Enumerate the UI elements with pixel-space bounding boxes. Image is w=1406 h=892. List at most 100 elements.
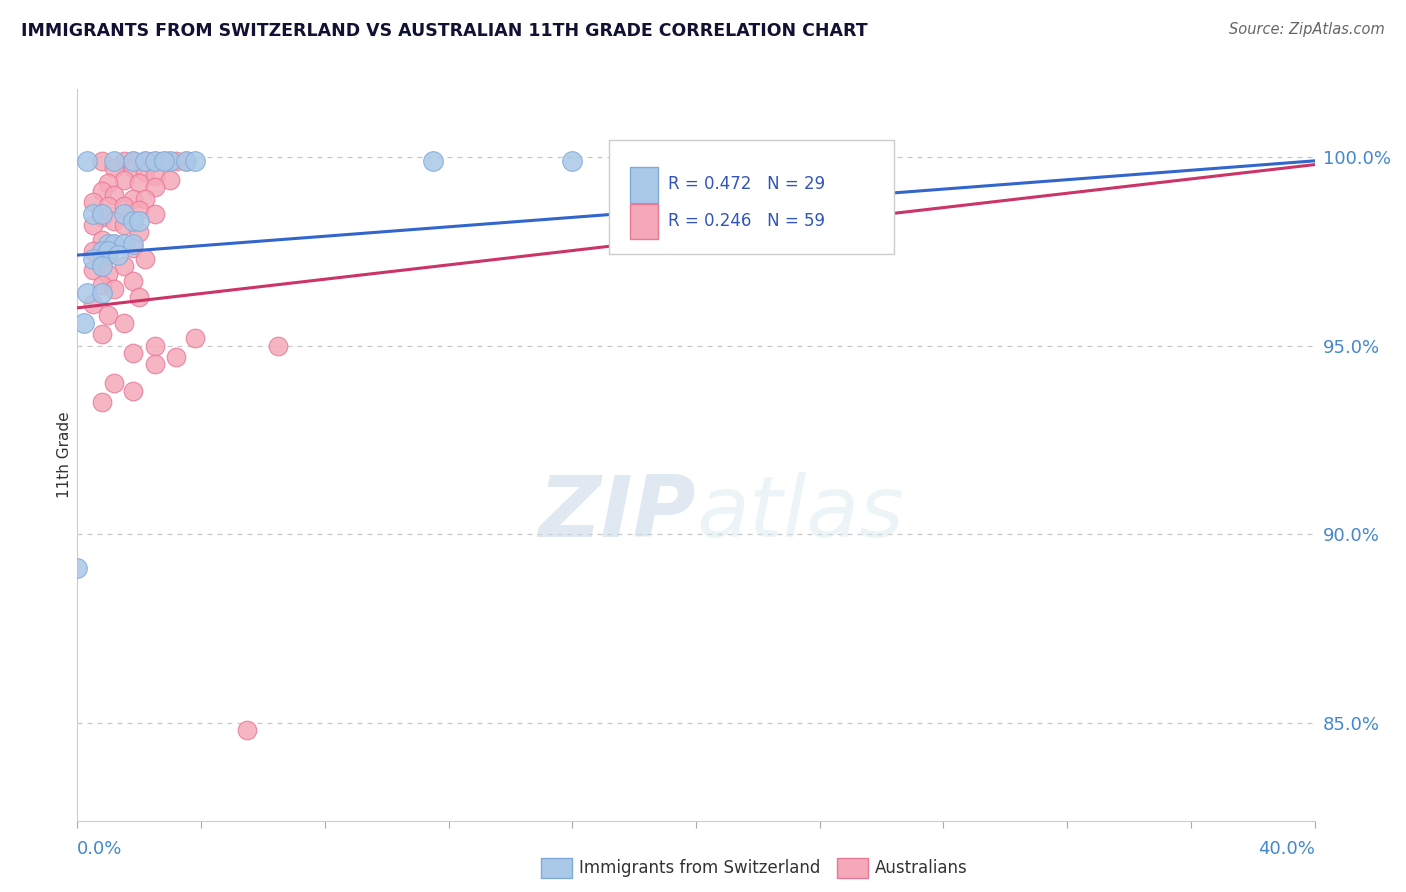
Point [97, 267, 120, 281]
Point [103, 187, 125, 202]
Point [236, 723, 259, 738]
Point [267, 338, 290, 352]
Point [112, 199, 135, 213]
Point [134, 165, 156, 179]
Text: IMMIGRANTS FROM SWITZERLAND VS AUSTRALIAN 11TH GRADE CORRELATION CHART: IMMIGRANTS FROM SWITZERLAND VS AUSTRALIA… [21, 22, 868, 40]
Point [103, 236, 125, 251]
Text: ZIP: ZIP [538, 472, 696, 555]
Point [165, 153, 187, 168]
Point [174, 153, 197, 168]
Point [91, 255, 114, 269]
Point [122, 236, 145, 251]
Point [122, 275, 145, 289]
FancyBboxPatch shape [630, 204, 658, 239]
Point [91, 327, 114, 342]
Point [112, 153, 135, 168]
Point [143, 358, 166, 372]
Point [91, 244, 114, 259]
Point [91, 184, 114, 198]
Point [91, 278, 114, 293]
Point [128, 202, 150, 217]
Point [97, 244, 120, 259]
Point [153, 153, 176, 168]
Text: Immigrants from Switzerland: Immigrants from Switzerland [579, 859, 821, 877]
Point [112, 316, 135, 330]
Text: 0.0%: 0.0% [77, 840, 122, 858]
Point [122, 346, 145, 360]
Point [103, 214, 125, 228]
Point [184, 331, 207, 345]
Point [143, 180, 166, 194]
Point [143, 206, 166, 220]
Point [184, 153, 207, 168]
Point [422, 153, 444, 168]
Point [76, 153, 98, 168]
Point [143, 153, 166, 168]
Point [174, 153, 197, 168]
Point [122, 241, 145, 255]
Point [82, 244, 104, 259]
Point [103, 376, 125, 391]
Point [91, 206, 114, 220]
Text: Australians: Australians [875, 859, 967, 877]
Point [134, 153, 156, 168]
Point [82, 195, 104, 210]
Point [91, 285, 114, 300]
Point [128, 177, 150, 191]
Point [82, 206, 104, 220]
Point [82, 218, 104, 232]
Text: R = 0.246   N = 59: R = 0.246 N = 59 [668, 212, 824, 230]
Point [82, 297, 104, 311]
Point [122, 153, 145, 168]
Point [91, 211, 114, 225]
Point [143, 338, 166, 352]
Point [97, 199, 120, 213]
Point [97, 236, 120, 251]
Point [165, 350, 187, 364]
Point [91, 395, 114, 409]
Point [91, 153, 114, 168]
Point [134, 153, 156, 168]
Text: atlas: atlas [696, 472, 904, 555]
Point [82, 252, 104, 266]
Point [97, 248, 120, 262]
Point [134, 192, 156, 206]
FancyBboxPatch shape [609, 140, 894, 253]
Point [112, 260, 135, 274]
Point [134, 252, 156, 266]
Text: R = 0.472   N = 29: R = 0.472 N = 29 [668, 176, 825, 194]
Point [143, 169, 166, 183]
Point [112, 218, 135, 232]
Point [103, 236, 125, 251]
FancyBboxPatch shape [630, 168, 658, 202]
Point [91, 260, 114, 274]
Point [128, 289, 150, 303]
Point [561, 153, 583, 168]
Point [112, 206, 135, 220]
Point [122, 161, 145, 176]
Point [128, 226, 150, 240]
Point [72, 316, 94, 330]
Y-axis label: 11th Grade: 11th Grade [56, 411, 72, 499]
Point [97, 177, 120, 191]
Point [107, 248, 129, 262]
Point [128, 214, 150, 228]
Text: 40.0%: 40.0% [1258, 840, 1315, 858]
Point [112, 172, 135, 186]
Point [122, 192, 145, 206]
Point [76, 285, 98, 300]
Point [103, 282, 125, 296]
Text: Source: ZipAtlas.com: Source: ZipAtlas.com [1229, 22, 1385, 37]
Point [66, 561, 89, 575]
Point [159, 172, 181, 186]
Point [122, 214, 145, 228]
Point [159, 153, 181, 168]
Point [122, 384, 145, 398]
Point [143, 153, 166, 168]
Point [122, 153, 145, 168]
Point [82, 263, 104, 277]
Point [91, 233, 114, 247]
Point [112, 236, 135, 251]
Point [103, 153, 125, 168]
Point [97, 309, 120, 323]
